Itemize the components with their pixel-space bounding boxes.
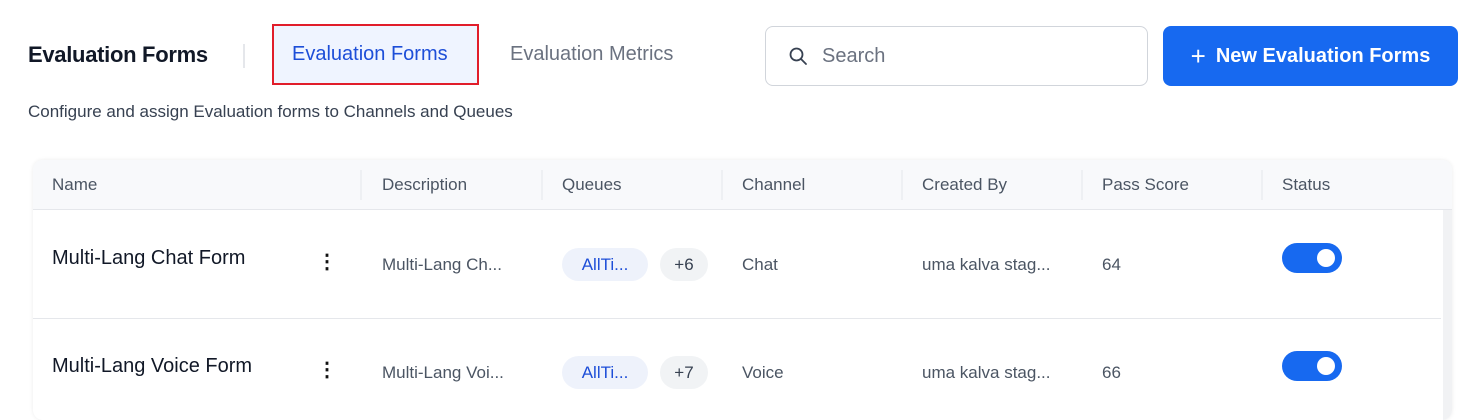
- tab-evaluation-forms[interactable]: Evaluation Forms: [272, 24, 479, 85]
- column-header-name[interactable]: Name: [52, 175, 98, 194]
- table-row[interactable]: Multi-Lang Chat Form ⋮ Multi-Lang Ch... …: [33, 211, 1441, 319]
- column-divider: [721, 170, 723, 200]
- column-divider: [901, 170, 903, 200]
- pass-score: 64: [1102, 255, 1121, 274]
- column-header-status[interactable]: Status: [1282, 175, 1331, 194]
- column-header-channel[interactable]: Channel: [742, 175, 806, 194]
- page-title: Evaluation Forms: [28, 42, 208, 67]
- column-header-created-by[interactable]: Created By: [922, 175, 1008, 194]
- table-scrollbar[interactable]: [1443, 210, 1452, 420]
- more-options-icon[interactable]: ⋮: [317, 251, 337, 273]
- table-header: Name Description Queues Channel Created …: [33, 160, 1452, 210]
- pass-score: 66: [1102, 363, 1121, 382]
- column-header-pass-score[interactable]: Pass Score: [1102, 175, 1189, 194]
- page-subtitle: Configure and assign Evaluation forms to…: [28, 102, 513, 121]
- created-by: uma kalva stag...: [922, 363, 1051, 382]
- form-name[interactable]: Multi-Lang Chat Form: [52, 247, 246, 269]
- plus-icon: +: [1190, 40, 1206, 71]
- column-divider: [541, 170, 543, 200]
- form-description: Multi-Lang Voi...: [382, 363, 504, 382]
- status-toggle[interactable]: [1282, 351, 1342, 381]
- new-evaluation-form-button[interactable]: + New Evaluation Forms: [1163, 26, 1458, 86]
- search-icon: [789, 47, 807, 65]
- form-description: Multi-Lang Ch...: [382, 255, 502, 274]
- status-toggle[interactable]: [1282, 243, 1342, 273]
- column-header-description[interactable]: Description: [382, 175, 468, 194]
- form-name[interactable]: Multi-Lang Voice Form: [52, 355, 253, 377]
- queue-chip[interactable]: AllTi...: [562, 356, 648, 389]
- more-queues-chip[interactable]: +6: [660, 248, 708, 281]
- more-options-icon[interactable]: ⋮: [317, 359, 337, 381]
- title-divider: [243, 44, 245, 68]
- created-by: uma kalva stag...: [922, 255, 1051, 274]
- column-divider: [1081, 170, 1083, 200]
- forms-table: Name Description Queues Channel Created …: [33, 160, 1452, 420]
- new-button-label: New Evaluation Forms: [1215, 44, 1431, 67]
- channel: Voice: [742, 363, 784, 382]
- tab-evaluation-metrics[interactable]: Evaluation Metrics: [510, 43, 674, 65]
- search-box[interactable]: [765, 26, 1148, 86]
- column-header-queues[interactable]: Queues: [562, 175, 622, 194]
- search-input[interactable]: [822, 44, 1122, 68]
- queue-chip[interactable]: AllTi...: [562, 248, 648, 281]
- column-divider: [1261, 170, 1263, 200]
- column-divider: [360, 170, 362, 200]
- channel: Chat: [742, 255, 778, 274]
- table-row[interactable]: Multi-Lang Voice Form ⋮ Multi-Lang Voi..…: [33, 319, 1441, 420]
- more-queues-chip[interactable]: +7: [660, 356, 708, 389]
